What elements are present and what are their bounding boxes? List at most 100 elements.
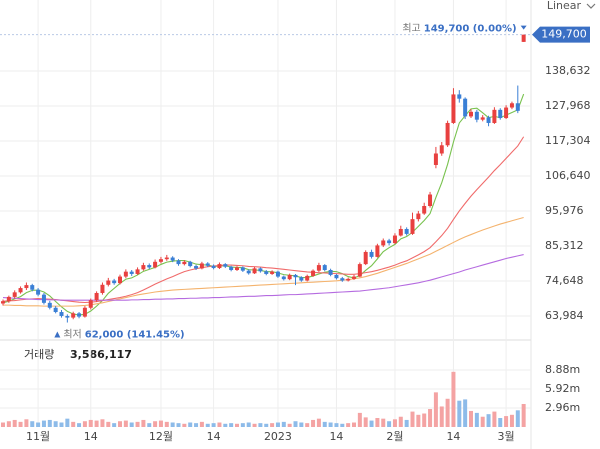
- volume-bar: [112, 423, 117, 427]
- y-tick-label: 106,640: [545, 169, 591, 182]
- volume-bar: [469, 410, 473, 427]
- volume-bar: [100, 419, 105, 427]
- volume-bar: [334, 423, 339, 427]
- high-annotation: 최고 149,700 (0.00%): [402, 23, 516, 35]
- volume-bar: [252, 423, 257, 427]
- candle-body: [340, 278, 345, 281]
- y-tick-label: 85,312: [545, 239, 584, 252]
- candle-body: [30, 285, 35, 290]
- volume-bar: [176, 423, 181, 427]
- volume-bar: [170, 422, 175, 427]
- candle-body: [363, 251, 368, 265]
- candle-body: [246, 270, 251, 274]
- candle-body: [515, 103, 520, 111]
- candle-body: [428, 194, 433, 207]
- candle-body: [328, 270, 333, 275]
- volume-bar: [369, 420, 374, 427]
- volume-bar: [258, 423, 263, 427]
- candle-body: [492, 109, 497, 123]
- candle-body: [71, 313, 76, 318]
- candle-body: [41, 294, 46, 303]
- candle-body: [24, 285, 29, 289]
- volume-bar: [375, 418, 380, 427]
- candle-body: [6, 296, 11, 302]
- volume-bar: [240, 423, 245, 427]
- volume-bar: [6, 421, 11, 427]
- high-marker: [520, 25, 527, 30]
- y-tick-label: 127,968: [545, 99, 591, 112]
- candle-body: [264, 271, 269, 274]
- candle-body: [182, 261, 187, 265]
- candle-body: [469, 111, 473, 117]
- candle-body: [153, 261, 158, 268]
- candle-body: [486, 117, 491, 123]
- volume-bar: [123, 420, 128, 427]
- candle-body: [416, 213, 421, 220]
- volume-bar: [340, 423, 345, 427]
- candle-body: [235, 267, 239, 271]
- candle-body: [504, 107, 509, 119]
- volume-bar: [65, 418, 70, 427]
- volume-bar: [463, 399, 468, 427]
- candle-body: [94, 292, 99, 301]
- candle-body: [521, 34, 526, 42]
- y-tick-label: 117,304: [545, 134, 591, 147]
- candle-body: [106, 280, 111, 285]
- candle-body: [164, 257, 169, 260]
- volume-bar: [387, 421, 392, 427]
- candle-body: [12, 292, 17, 297]
- volume-bar: [129, 422, 134, 427]
- volume-bar: [71, 421, 76, 427]
- dropdown-chevron[interactable]: [586, 3, 596, 9]
- volume-bar: [480, 416, 485, 427]
- volume-bar: [328, 422, 333, 427]
- price-tag: 149,700: [541, 28, 587, 41]
- candle-body: [275, 271, 280, 277]
- volume-bar: [439, 406, 444, 427]
- volume-bar: [509, 414, 514, 427]
- candle-body: [463, 98, 468, 117]
- volume-bar: [521, 403, 526, 427]
- volume-bar: [381, 418, 386, 427]
- volume-bar: [498, 418, 503, 427]
- candle-body: [188, 261, 193, 267]
- scale-label[interactable]: Linear: [547, 0, 582, 12]
- candle-body: [211, 265, 216, 269]
- volume-bar: [299, 422, 304, 427]
- volume-bar: [346, 423, 351, 427]
- volume-bar: [492, 411, 497, 427]
- candle-body: [369, 251, 374, 257]
- y-tick-label: 74,648: [545, 274, 584, 287]
- candle-body: [194, 266, 199, 269]
- volume-bar: [47, 419, 52, 427]
- x-tick-label: 2월: [386, 430, 403, 443]
- candle-body: [287, 274, 292, 280]
- high-text: 149,700 (0.00%): [424, 24, 517, 35]
- y-tick-label: 95,976: [545, 204, 584, 217]
- candle-body: [147, 265, 152, 268]
- x-tick-label: 14: [84, 430, 98, 443]
- candle-body: [258, 268, 263, 272]
- low-text: 62,000 (141.45%): [85, 330, 185, 341]
- volume-bar: [416, 414, 421, 427]
- volume-bar: [36, 422, 41, 427]
- volume-bar: [352, 422, 356, 427]
- volume-bar: [422, 413, 427, 427]
- volume-bar: [287, 423, 292, 427]
- candle-body: [346, 278, 351, 281]
- volume-bar: [199, 421, 204, 427]
- candle-body: [88, 300, 93, 308]
- candle-body: [352, 276, 356, 279]
- volume-bar: [88, 419, 93, 427]
- volume-bar: [275, 422, 280, 427]
- x-tick-label: 3월: [498, 430, 515, 443]
- volume-bar: [428, 409, 433, 427]
- volume-bar: [281, 421, 286, 427]
- volume-bar: [451, 371, 456, 427]
- volume-bar: [18, 421, 23, 427]
- volume-bar: [270, 423, 275, 427]
- candle-body: [176, 260, 181, 265]
- x-tick-label: 14: [329, 430, 343, 443]
- volume-bar: [217, 422, 222, 427]
- candle-body: [217, 264, 222, 269]
